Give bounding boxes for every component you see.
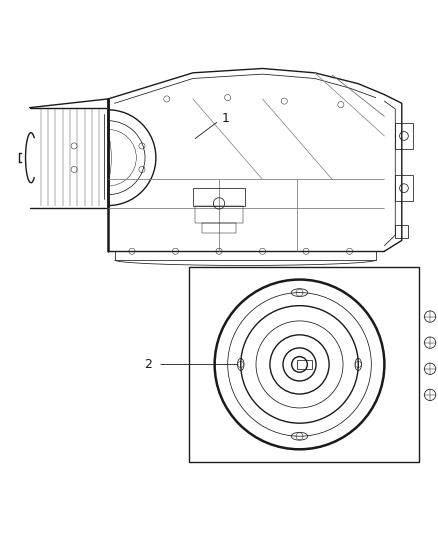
- Text: 2: 2: [144, 358, 152, 371]
- Text: 1: 1: [221, 112, 229, 125]
